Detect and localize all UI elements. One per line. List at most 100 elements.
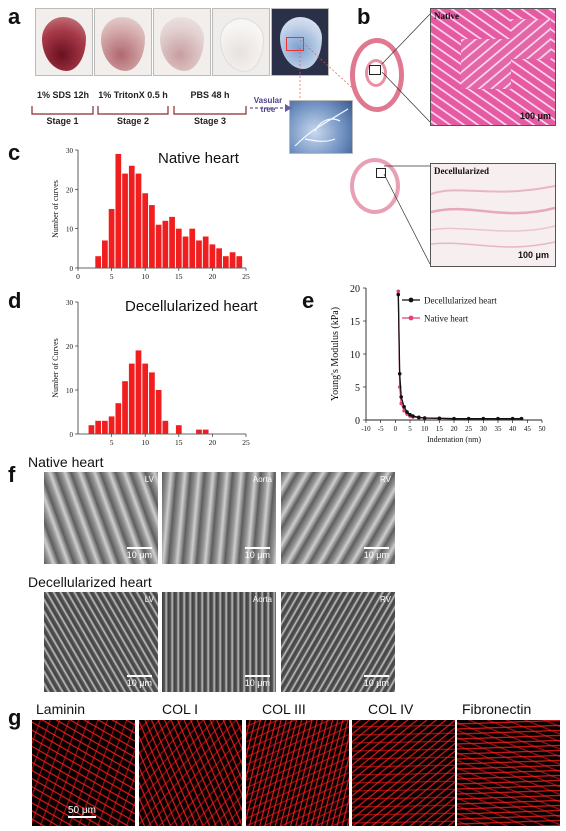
panel-label-d: d [8, 288, 22, 313]
histogram-bar [149, 205, 155, 268]
histogram-bar [169, 216, 175, 268]
sem-region-tag: RV [380, 475, 391, 484]
histogram-bar [108, 416, 115, 434]
stage-label-3: Stage 3 [193, 116, 226, 126]
series-point-decellularized [519, 416, 524, 421]
fluor-label-laminin: Laminin [36, 701, 86, 717]
histogram-bar [102, 420, 108, 434]
panel-label-f: f [8, 462, 16, 487]
zoom-connector-lines [299, 39, 361, 110]
x-tick-label: 50 [539, 425, 547, 433]
histogram-bar [222, 256, 229, 268]
sem-image-decell-rv: RV 10 μm [281, 592, 395, 692]
decell-histology-image: Decellularized 100 μm [430, 163, 556, 267]
sem-scale-bar: 10 μm [126, 675, 153, 688]
series-point-decellularized [437, 416, 442, 421]
sem-region-tag: RV [380, 595, 391, 604]
x-tick-label: 10 [141, 438, 149, 447]
sem-native-title: Native heart [28, 454, 104, 470]
histogram-bar [202, 236, 209, 268]
x-axis-label: Indentation (nm) [427, 435, 481, 444]
histogram-bar [115, 153, 122, 268]
histogram-bar [142, 193, 149, 268]
histogram-bar [229, 252, 236, 268]
sem-image-native-aorta: Aorta 10 μm [162, 472, 276, 564]
histogram-bar [196, 429, 202, 434]
y-tick-label: 0 [355, 416, 360, 427]
x-tick-label: 20 [209, 438, 217, 447]
x-tick-label: 10 [421, 425, 429, 433]
native-label: Native [434, 11, 459, 21]
y-tick-label: 15 [350, 317, 360, 328]
histogram-bar [128, 363, 135, 434]
vascular-tree-photo [289, 100, 353, 154]
y-tick-label: 0 [70, 265, 74, 273]
histogram-bar [142, 363, 149, 434]
panel-label-c: c [8, 140, 21, 165]
x-tick-label: 35 [495, 425, 503, 433]
stage-brackets [31, 104, 292, 115]
chart-d-title: Decellularized heart [125, 298, 258, 315]
y-tick-label: 10 [350, 350, 360, 361]
legend-entry: Decellularized heart [424, 296, 497, 306]
series-point-decellularized [397, 372, 402, 376]
native-histology-image: Native 100 μm [430, 8, 556, 126]
histogram-bar [155, 224, 162, 268]
heart-photo-1 [35, 8, 93, 76]
histogram-bar [115, 403, 122, 434]
fluor-scale-bar: 50 μm [68, 805, 96, 818]
stage-label-2: Stage 2 [116, 116, 149, 126]
decell-label: Decellularized [434, 166, 489, 176]
histogram-bar [182, 236, 189, 268]
series-point-decellularized [466, 416, 471, 421]
x-tick-label: 10 [141, 272, 149, 280]
x-tick-label: 25 [465, 425, 473, 433]
series-point-native [402, 408, 406, 413]
sem-region-tag: Aorta [252, 595, 272, 604]
y-tick-label: 20 [350, 284, 360, 295]
legend-swatch-marker [408, 315, 414, 321]
x-tick-label: -5 [378, 425, 384, 433]
chart-youngs-modulus: 0 5 10 15 20 -10 -5 0 5 10 15 20 25 30 35 40 45 50 Indenta… [330, 284, 547, 444]
x-tick-label: 0 [76, 272, 80, 280]
step-label-1: 1% SDS 12h [36, 90, 90, 100]
series-point-decellularized [417, 415, 421, 420]
x-tick-label: 20 [451, 425, 459, 433]
stage-label-1: Stage 1 [46, 116, 79, 126]
x-tick-label: 25 [242, 272, 250, 280]
legend-entry: Native heart [424, 314, 469, 324]
sem-scale-bar: 10 μm [244, 675, 271, 688]
x-tick-label: 5 [110, 272, 114, 280]
sem-scale-bar: 10 μm [363, 675, 390, 688]
histogram-bar [216, 248, 222, 268]
sem-scale-bar: 10 μm [363, 547, 390, 560]
histogram-bar [128, 165, 135, 268]
x-tick-label: 30 [480, 425, 488, 433]
y-tick-label: 30 [66, 147, 74, 155]
sem-scale-bar: 10 μm [244, 547, 271, 560]
y-axis-label: Young's Modulus (kPa) [330, 307, 341, 401]
decell-zoom-lines [383, 165, 431, 265]
histogram-bar [122, 381, 128, 434]
x-tick-label: 45 [524, 425, 532, 433]
histogram-bar [236, 256, 243, 268]
series-point-native [396, 289, 401, 294]
sem-decell-title: Decellularized heart [28, 574, 152, 590]
fluor-label-col-iv: COL IV [368, 701, 414, 717]
histogram-bar [196, 240, 202, 268]
histogram-bar [175, 228, 182, 268]
sem-image-native-rv: RV 10 μm [281, 472, 395, 564]
x-tick-label: 0 [394, 425, 398, 433]
y-tick-label: 10 [66, 226, 74, 234]
x-tick-label: 5 [408, 425, 412, 433]
y-tick-label: 0 [70, 431, 74, 439]
histogram-bar [95, 256, 102, 268]
legend-swatch-marker [408, 297, 414, 303]
sem-region-tag: Aorta [252, 475, 272, 484]
native-zoom-lines [381, 13, 431, 123]
series-point-decellularized [481, 416, 486, 421]
histogram-bar [149, 372, 155, 434]
histogram-bar [88, 425, 95, 434]
y-axis-label: Number of Curves [51, 338, 60, 398]
x-tick-label: 15 [175, 438, 183, 447]
